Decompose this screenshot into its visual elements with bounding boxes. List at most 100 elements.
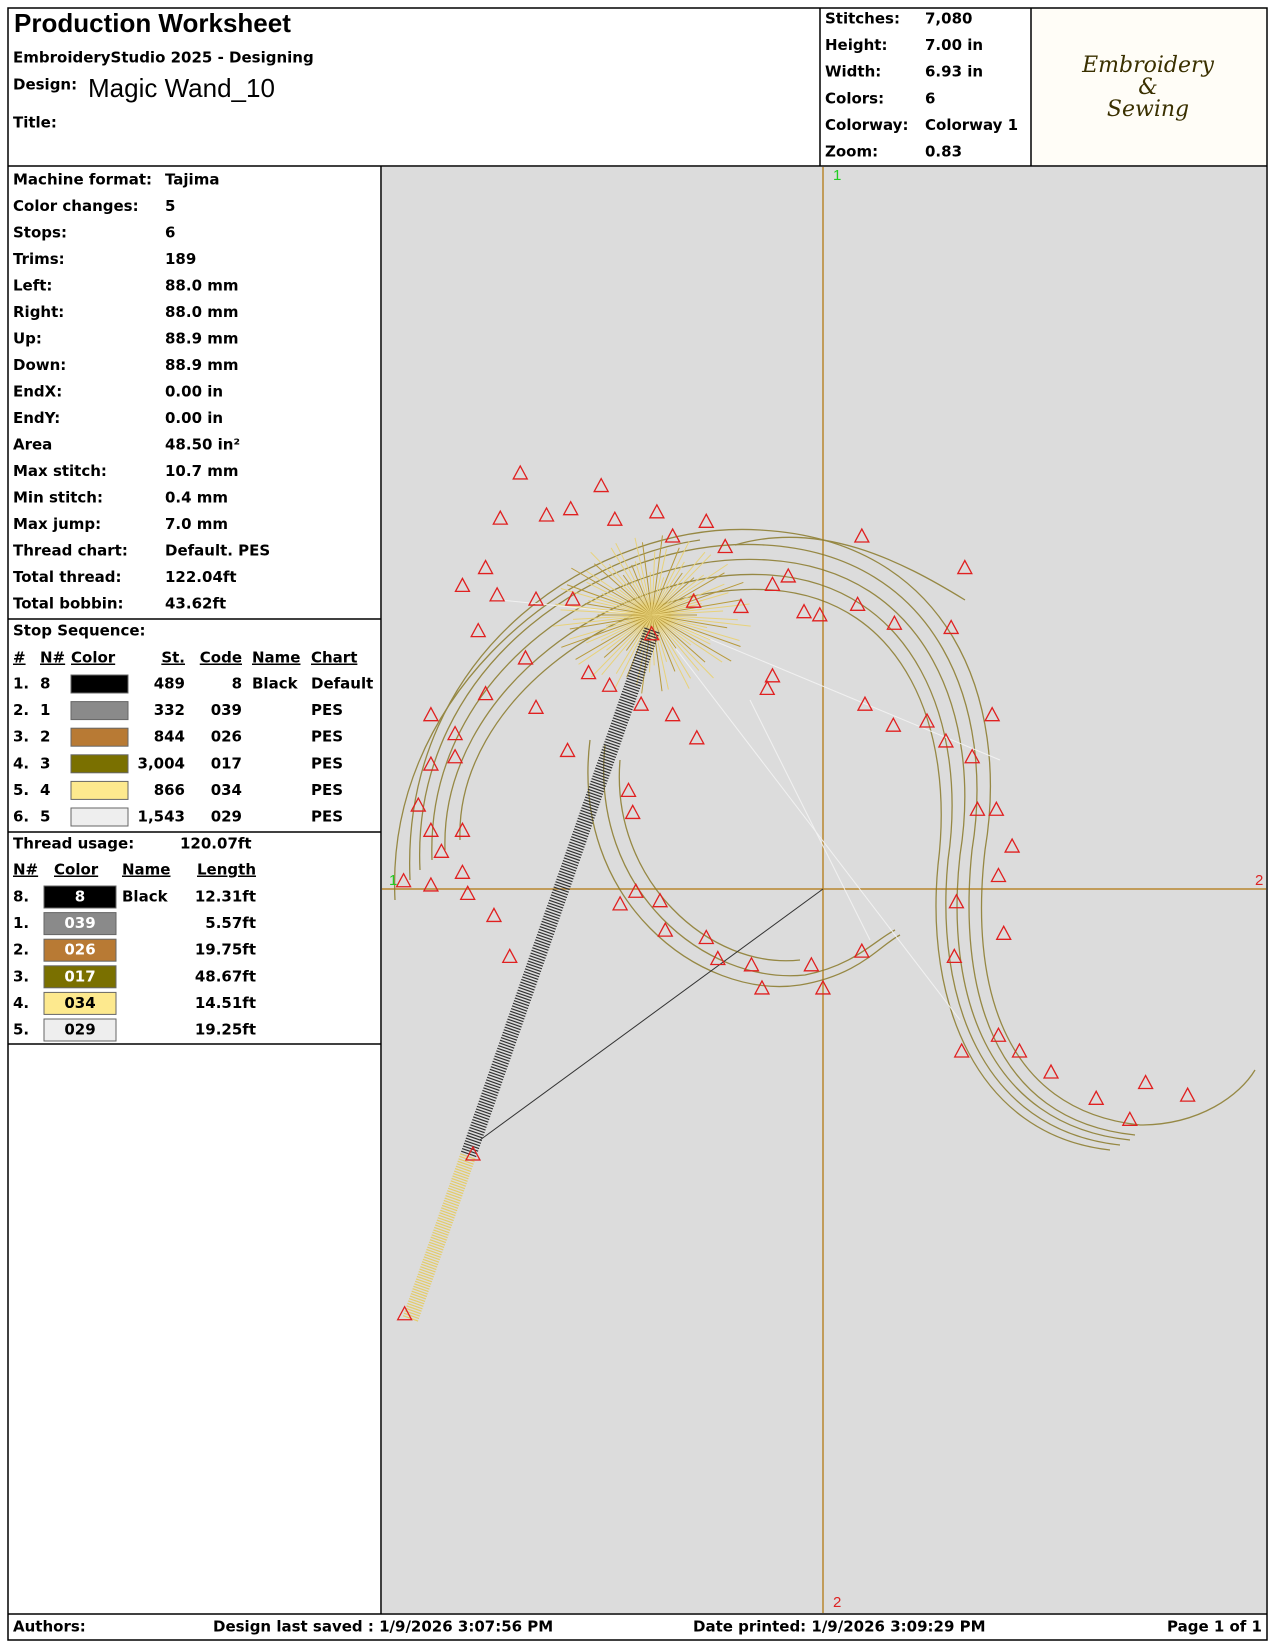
stitch-marker [564, 590, 581, 606]
burst-ray [651, 614, 732, 662]
footer-saved: Design last saved : 1/9/2026 3:07:56 PM [213, 1618, 553, 1636]
info-value: 5 [165, 197, 175, 215]
stitch-marker [527, 590, 545, 606]
stitch-marker [422, 821, 439, 837]
thread-code: 017 [64, 967, 95, 985]
needle-number: 2 [40, 728, 50, 746]
info-label: Left: [13, 277, 52, 295]
summary-value: Colorway 1 [925, 116, 1018, 134]
stitch-marker [732, 598, 750, 614]
stop-index: 4. [13, 754, 29, 772]
burst-ray [651, 614, 677, 649]
stitch-marker [811, 606, 828, 622]
summary-label: Colors: [825, 89, 884, 107]
section-heading: Stop Sequence: [13, 622, 146, 640]
burst-ray [651, 614, 711, 641]
info-value: 0.00 in [165, 383, 223, 401]
column-header: Chart [311, 649, 357, 667]
burst-ray [651, 603, 750, 616]
title-label: Title: [13, 114, 57, 132]
info-value: 6 [165, 224, 175, 242]
info-value: 88.9 mm [165, 330, 239, 348]
burst-ray [651, 614, 708, 629]
burst-ray [651, 581, 744, 616]
info-value: Default. PES [165, 542, 270, 560]
stitch-marker [422, 755, 439, 771]
color-swatch [70, 754, 129, 774]
content: Production Worksheet EmbroideryStudio 202… [13, 8, 1263, 1636]
column-header: Name [252, 649, 300, 667]
color-swatch [70, 727, 129, 747]
stitch-marker [477, 685, 494, 701]
stitch-marker [489, 586, 506, 602]
info-value: 7.0 mm [165, 515, 228, 533]
stitch-marker [459, 884, 476, 900]
stitch-marker [918, 712, 936, 728]
stitch-marker [395, 872, 412, 888]
burst-ray [608, 563, 653, 616]
burst-ray [566, 584, 653, 616]
summary-label: Colorway: [825, 116, 908, 134]
summary-label: Width: [825, 63, 881, 81]
wand-handle [402, 1153, 476, 1323]
needle-number: 3 [40, 754, 50, 772]
stitch-marker [612, 895, 629, 911]
stitch-marker [606, 510, 623, 526]
burst-ray [615, 542, 653, 616]
summary-value: 7.00 in [925, 36, 983, 54]
burst-ray [651, 551, 656, 616]
stitch-marker [717, 538, 734, 554]
thread-length: 12.31ft [195, 888, 256, 906]
column-header: Color [54, 861, 99, 879]
burst-ray [651, 614, 692, 646]
info-value: 88.9 mm [165, 356, 239, 374]
burst-ray [651, 561, 685, 616]
stitch-marker [964, 748, 981, 764]
column-header: Length [197, 861, 256, 879]
burst-ray [593, 563, 653, 616]
thread-code: 017 [211, 754, 242, 772]
stitch-marker [937, 732, 954, 748]
burst-ray [614, 614, 653, 690]
stitch-marker [698, 929, 715, 945]
stitch-marker [664, 527, 681, 543]
burst-ray [651, 614, 711, 645]
stitch-marker [1004, 837, 1021, 853]
thread-code: 8 [75, 888, 85, 906]
stitch-marker [969, 800, 986, 816]
burst-ray [651, 614, 690, 689]
info-label: Up: [13, 330, 42, 348]
burst-ray [651, 577, 665, 616]
info-label: Trims: [13, 250, 65, 268]
burst-ray [626, 614, 653, 678]
stitch-marker [648, 503, 665, 519]
design-view [382, 167, 1266, 1613]
summary-label: Zoom: [825, 143, 878, 161]
stop-index: 5. [13, 781, 29, 799]
stitch-marker [470, 622, 487, 638]
stitch-marker [1137, 1074, 1154, 1090]
stitch-marker [759, 680, 776, 696]
thread-length: 19.25ft [195, 1021, 256, 1039]
info-label: Color changes: [13, 197, 139, 215]
stitch-marker [1121, 1110, 1138, 1126]
burst-ray [651, 563, 728, 616]
stitch-marker [664, 706, 681, 722]
stitch-marker [477, 559, 494, 575]
burst-ray [651, 614, 692, 679]
stitch-marker [948, 893, 965, 909]
stitch-marker [814, 979, 832, 995]
column-header: Color [71, 649, 116, 667]
stitch-marker [943, 619, 960, 635]
software-name: EmbroideryStudio 2025 - Designing [13, 49, 314, 67]
stitch-marker [651, 892, 669, 908]
burst-ray [569, 614, 653, 630]
needle-number: 8 [40, 675, 50, 693]
stop-index: 3. [13, 728, 29, 746]
column-header: N# [13, 861, 38, 879]
info-label: Thread chart: [13, 542, 128, 560]
info-label: Down: [13, 356, 66, 374]
burst-ray [625, 614, 653, 651]
stitch-marker [410, 796, 427, 812]
